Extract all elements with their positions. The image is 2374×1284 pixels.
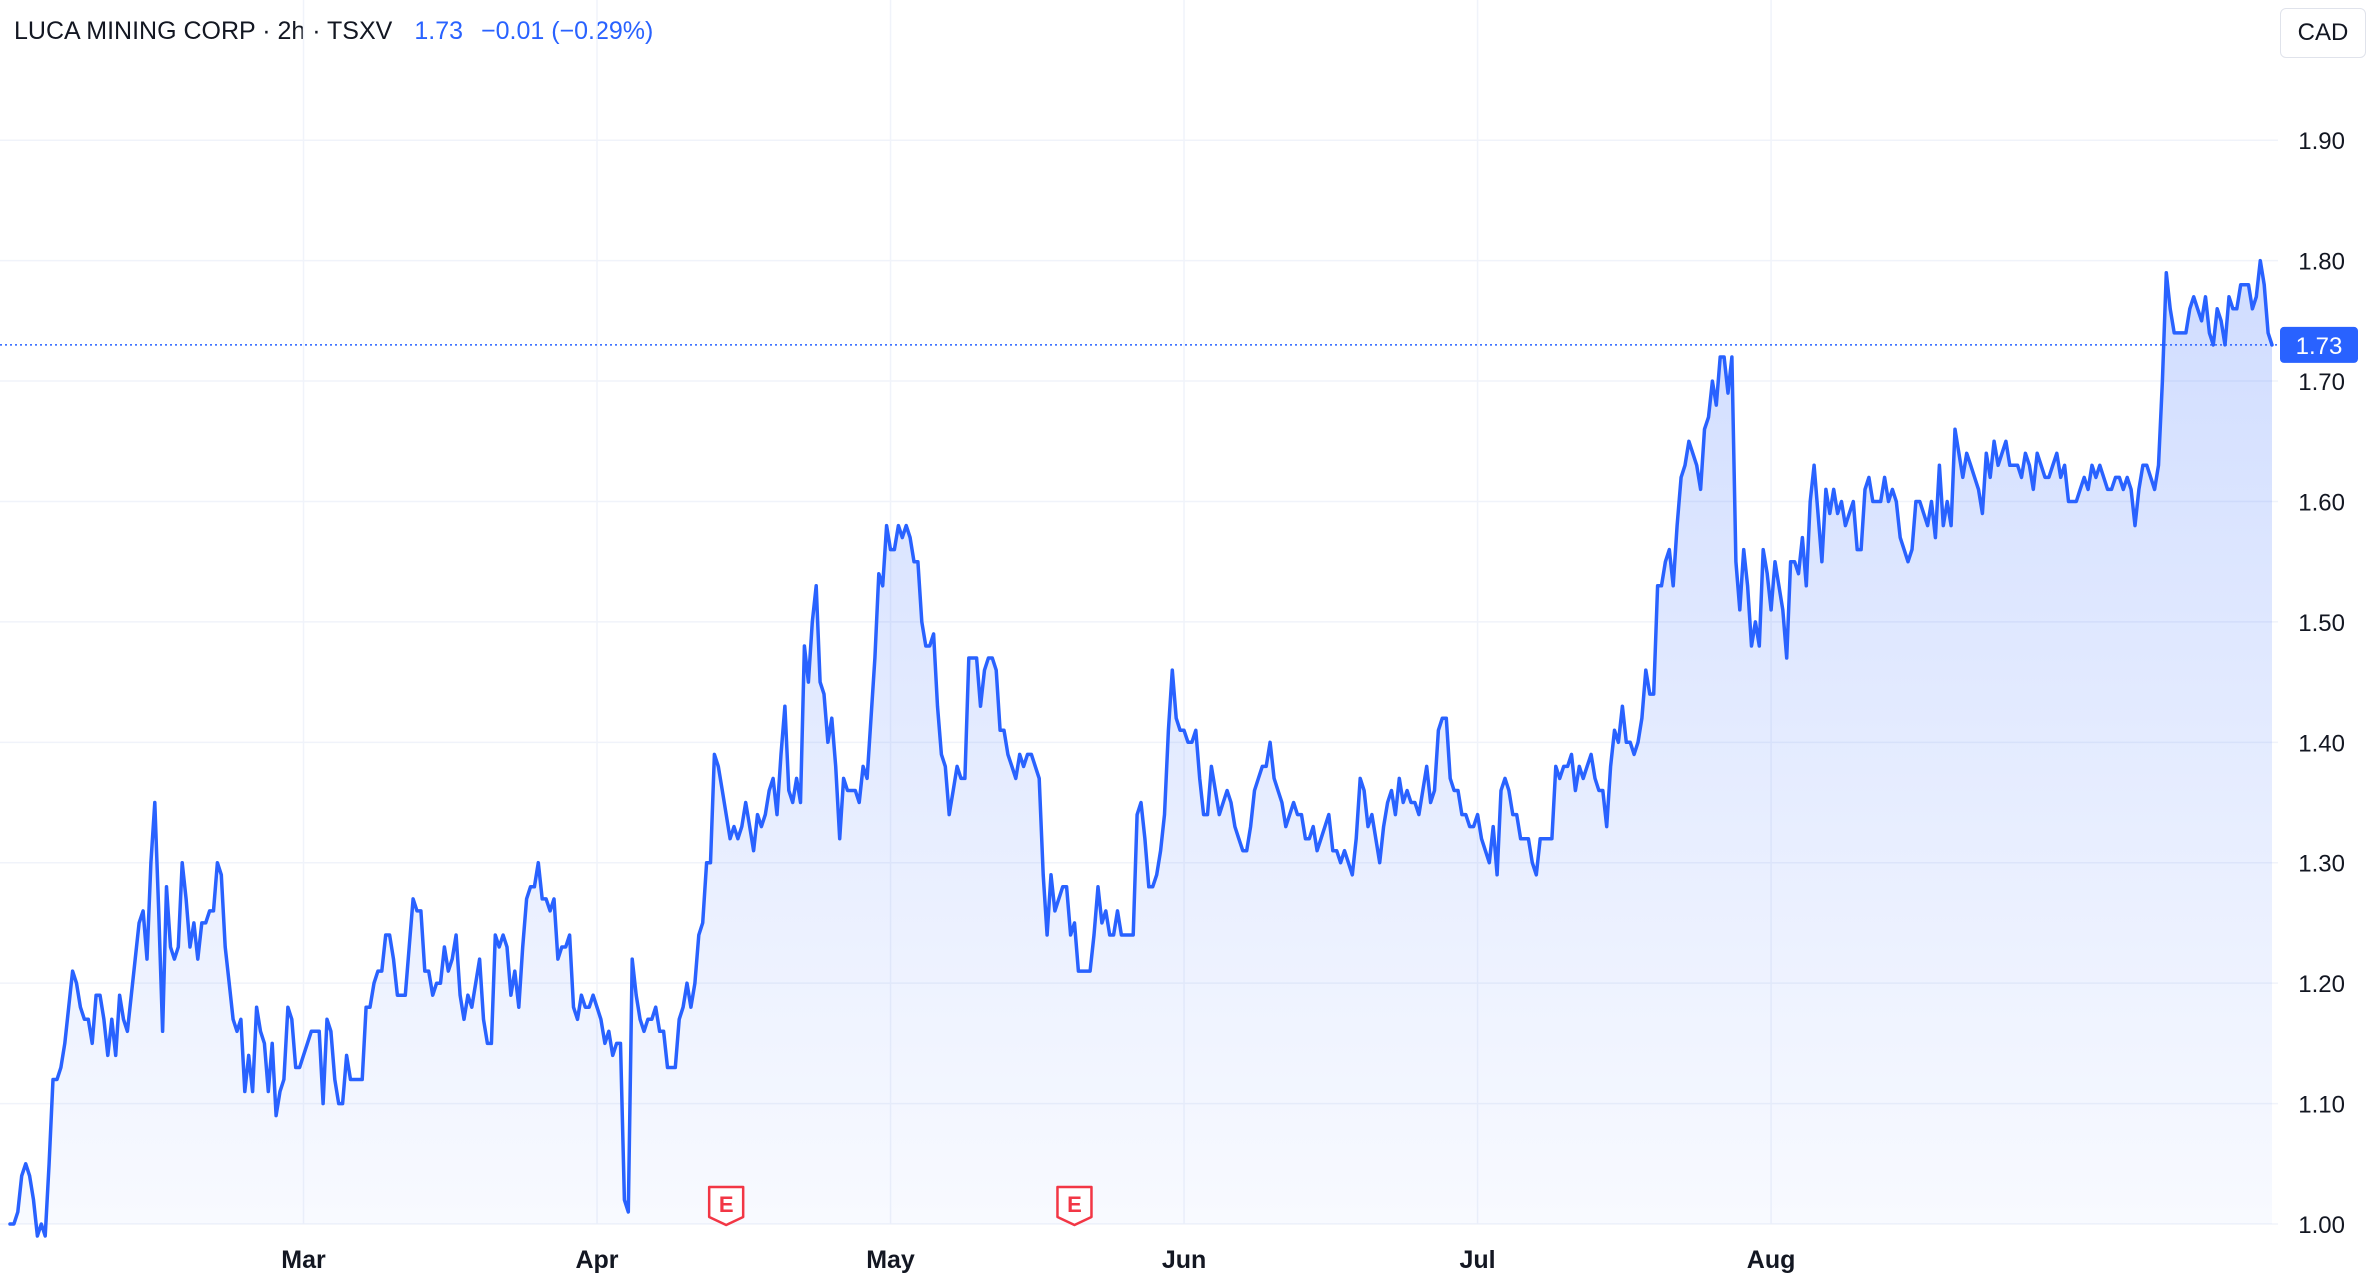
earnings-badge-icon [707, 1185, 745, 1227]
x-tick-label: Apr [575, 1246, 618, 1274]
price-change: −0.01 (−0.29%) [481, 16, 654, 45]
x-tick-label: Jun [1162, 1246, 1206, 1274]
y-tick-label: 1.10 [2298, 1092, 2345, 1119]
x-tick-label: May [866, 1246, 915, 1274]
y-tick-label: 1.50 [2298, 610, 2345, 637]
symbol-info: LUCA MINING CORP · 2h · TSXV [14, 16, 393, 45]
earnings-label: E [1067, 1192, 1082, 1217]
price-series-line [8, 258, 2274, 1238]
y-tick-label: 1.20 [2298, 971, 2345, 998]
x-tick-label: Mar [281, 1246, 326, 1274]
last-price-label-bg [2280, 326, 2358, 363]
last-price-label: 1.73 [2296, 333, 2343, 360]
x-tick-label: Jul [1459, 1246, 1495, 1274]
y-tick-label: 1.80 [2298, 249, 2345, 276]
y-tick-label: 1.40 [2298, 730, 2345, 757]
earnings-label: E [719, 1192, 734, 1217]
y-tick-label: 1.00 [2298, 1212, 2345, 1239]
earnings-marker[interactable]: E [1056, 1185, 1093, 1227]
y-tick-label: 1.30 [2298, 851, 2345, 878]
chart-legend: LUCA MINING CORP · 2h · TSXV 1.73 −0.01 … [14, 14, 653, 48]
currency-button[interactable]: CAD [2280, 8, 2366, 58]
earnings-marker[interactable]: E [707, 1185, 745, 1227]
earnings-badge-icon [1056, 1185, 1093, 1227]
y-tick-label: 1.90 [2298, 128, 2345, 155]
x-tick-label: Aug [1747, 1246, 1796, 1274]
y-tick-label: 1.60 [2298, 489, 2345, 516]
y-tick-label: 1.70 [2298, 369, 2345, 396]
price-area-fill [10, 260, 2272, 1237]
last-price: 1.73 [414, 16, 464, 45]
